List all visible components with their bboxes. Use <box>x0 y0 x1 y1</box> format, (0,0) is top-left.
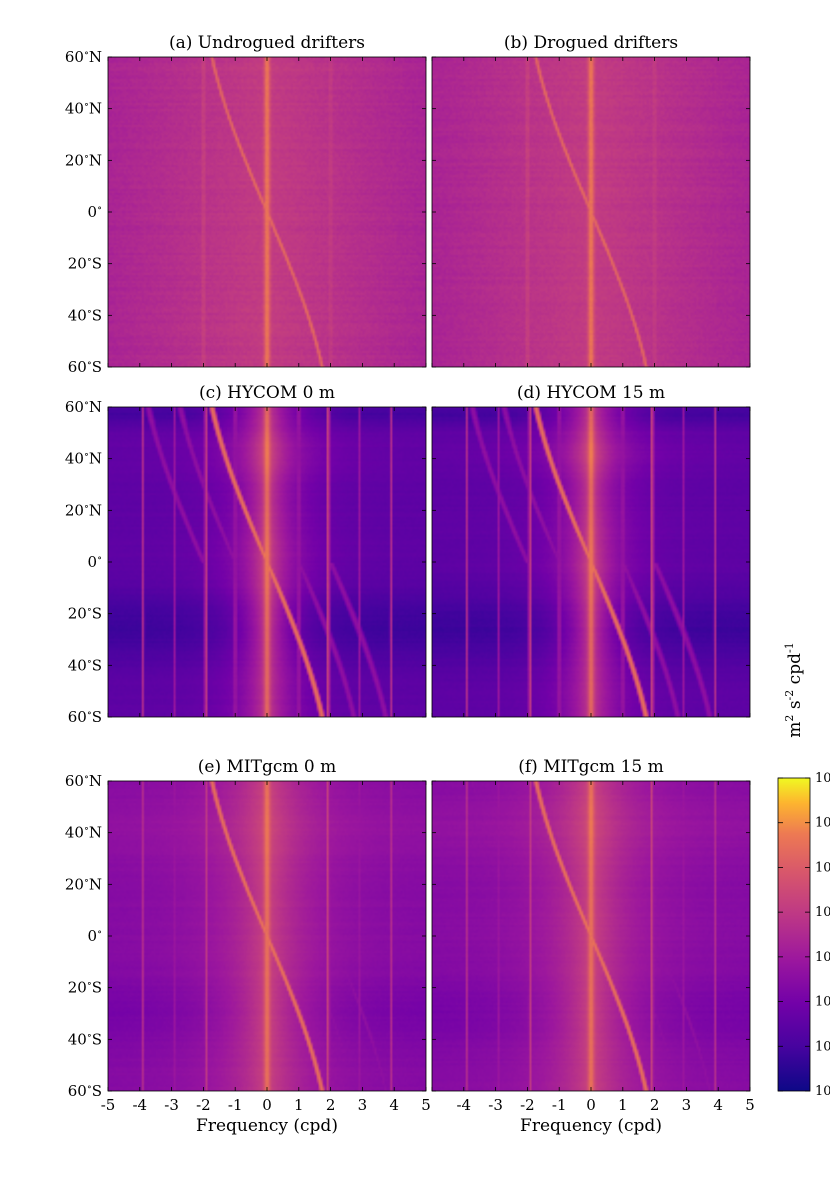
colorbar-tick-label: 10-5 <box>815 1037 830 1054</box>
y-tick-label: 60∘S <box>68 358 102 376</box>
colorbar-tick-label: 10-1 <box>815 858 830 875</box>
panels-layer: (a) Undrogued drifters 60∘N 40∘N 20∘N 0∘ 20∘S… <box>65 33 755 1136</box>
panel-a: (a) Undrogued drifters 60∘N 40∘N 20∘N 0∘ 20∘S… <box>65 33 427 376</box>
y-tick-label: 0∘ <box>88 553 102 571</box>
panel-title-d: (d) HYCOM 15 m <box>517 383 665 403</box>
y-tick-label: 20∘N <box>65 151 102 169</box>
panel-b: (b) Drogued drifters <box>431 33 751 368</box>
colorbar-tick-label: 10-6 <box>815 1082 830 1099</box>
x-tick-label: -5 <box>101 1096 116 1114</box>
x-tick-label: -2 <box>520 1096 535 1114</box>
colorbar-tick-label: 10-4 <box>815 993 830 1010</box>
y-tick-label: 40∘N <box>65 450 102 468</box>
panel-c: (c) HYCOM 0 m 60∘N 40∘N 20∘N 0∘ 20∘S 40∘S 60∘S <box>65 383 427 726</box>
panel-d: (d) HYCOM 15 m <box>431 383 751 718</box>
x-tick-label: 2 <box>650 1096 660 1114</box>
colorbar-gradient <box>777 777 811 1092</box>
x-tick-label: -3 <box>164 1096 179 1114</box>
x-tick-label: 0 <box>586 1096 596 1114</box>
y-tick-label: 40∘S <box>68 1030 102 1048</box>
heatmap-a <box>108 57 426 367</box>
x-tick-label: 5 <box>421 1096 431 1114</box>
x-tick-label: -3 <box>488 1096 503 1114</box>
x-tick-label: -1 <box>228 1096 243 1114</box>
heatmap-c <box>108 407 426 717</box>
y-tick-label: 60∘N <box>65 398 102 416</box>
x-tick-label: 2 <box>326 1096 336 1114</box>
panel-title-f: (f) MITgcm 15 m <box>518 757 664 777</box>
x-tick-label: -4 <box>132 1096 147 1114</box>
y-tick-label: 60∘S <box>68 1082 102 1100</box>
panel-title-c: (c) HYCOM 0 m <box>199 383 335 403</box>
x-axis-label: Frequency (cpd) <box>520 1116 662 1136</box>
y-tick-label: 60∘N <box>65 48 102 66</box>
panel-title-e: (e) MITgcm 0 m <box>198 757 336 777</box>
colorbar-label: m2 s-2 cpd-1 <box>783 642 805 737</box>
heatmap-f <box>432 781 750 1091</box>
panel-e: (e) MITgcm 0 m 60∘N 40∘N 20∘N 0∘ 20∘S 40∘S 60∘S… <box>65 757 431 1136</box>
x-tick-label: 3 <box>682 1096 692 1114</box>
colorbar-tick-label: 10-2 <box>815 903 830 920</box>
panel-title-b: (b) Drogued drifters <box>504 33 678 53</box>
colorbar: 101 100 10-1 10-2 10-3 10-4 10-5 10-6 m2 s-2 cpd… <box>777 642 830 1099</box>
x-tick-label: 4 <box>713 1096 723 1114</box>
y-tick-label: 0∘ <box>88 927 102 945</box>
x-tick-label: 0 <box>262 1096 272 1114</box>
y-tick-label: 40∘N <box>65 824 102 842</box>
x-tick-label: 3 <box>358 1096 368 1114</box>
x-tick-label: -2 <box>196 1096 211 1114</box>
x-tick-label: 5 <box>745 1096 755 1114</box>
x-tick-label: -1 <box>552 1096 567 1114</box>
y-tick-label: 40∘S <box>68 306 102 324</box>
x-tick-label: 1 <box>294 1096 304 1114</box>
colorbar-tick-label: 100 <box>815 814 830 831</box>
x-axis-label: Frequency (cpd) <box>196 1116 338 1136</box>
y-tick-label: 0∘ <box>88 203 102 221</box>
y-tick-label: 20∘N <box>65 875 102 893</box>
x-tick-label: -4 <box>456 1096 471 1114</box>
y-tick-label: 20∘S <box>68 255 102 273</box>
colorbar-tick-label: 101 <box>815 769 830 786</box>
heatmap-d <box>432 407 750 717</box>
y-tick-label: 40∘N <box>65 100 102 118</box>
y-tick-label: 20∘S <box>68 979 102 997</box>
y-tick-label: 60∘S <box>68 708 102 726</box>
y-tick-label: 40∘S <box>68 656 102 674</box>
x-tick-label: 4 <box>389 1096 399 1114</box>
panel-f: (f) MITgcm 15 m -4 -3 -2 -1 0 1 2 3 4 5 Frequency (… <box>431 757 755 1136</box>
heatmap-e <box>108 781 426 1091</box>
y-tick-label: 60∘N <box>65 772 102 790</box>
y-tick-label: 20∘S <box>68 605 102 623</box>
colorbar-tick-label: 10-3 <box>815 948 830 965</box>
heatmap-b <box>432 57 750 367</box>
y-tick-label: 20∘N <box>65 501 102 519</box>
panel-title-a: (a) Undrogued drifters <box>169 33 365 53</box>
x-tick-label: 1 <box>618 1096 628 1114</box>
